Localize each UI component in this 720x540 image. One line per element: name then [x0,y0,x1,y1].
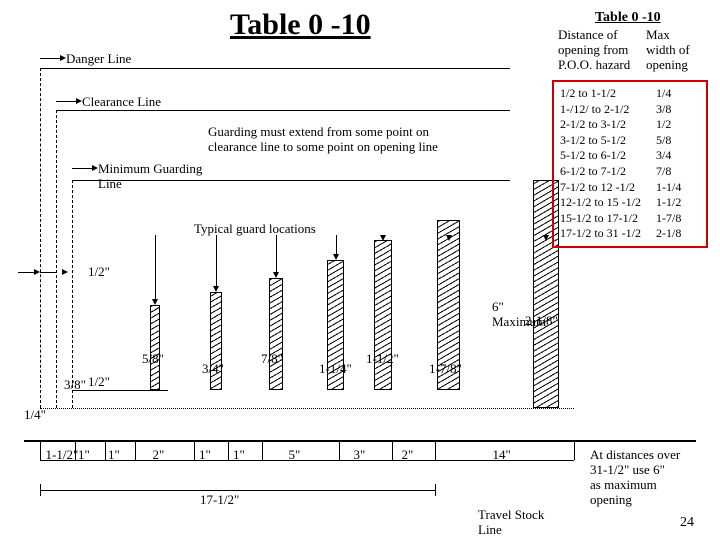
bottom-dim-label: 1" [233,448,245,463]
bottom-dim-label: 2" [402,448,414,463]
bar-size-label: 1-7/8" [429,362,462,377]
side-header-left: Distance of opening from P.O.O. hazard [558,28,630,73]
table-cell: 1/2 to 1-1/2 [560,86,656,102]
six-max: 6" Maximum [492,300,546,330]
bottom-dim-label: 2" [153,448,165,463]
dim-tick [339,440,340,460]
table-row: 7-1/2 to 12 -1/21-1/4 [560,180,700,196]
danger-line-label: Danger Line [66,52,131,67]
table-row: 5-1/2 to 6-1/23/4 [560,148,700,164]
span-line [40,490,435,491]
table-row: 1/2 to 1-1/21/4 [560,86,700,102]
dim-tick [435,440,436,460]
table-cell: 7-1/2 to 12 -1/2 [560,180,656,196]
table-row: 15-1/2 to 17-1/21-7/8 [560,211,700,227]
bottom-dim-label: 5" [289,448,301,463]
dashed-danger [40,68,41,408]
dim-1-4: 1/4" [24,408,46,423]
bar-size-label: 3/4" [202,362,224,377]
span-tick-r [435,484,436,496]
dim-tick [392,440,393,460]
table-row: 3-1/2 to 5-1/25/8 [560,133,700,149]
side-header-right: Max width of opening [646,28,690,73]
span-tick-l [40,484,41,496]
half-inch-opening-line [72,390,168,391]
bottom-dim-label: 3" [354,448,366,463]
dim-tick [135,440,136,460]
table-cell: 1-7/8 [656,211,698,227]
side-table-title: Table 0 -10 [595,10,661,26]
min-guard-arrow [72,168,92,169]
table-row: 2-1/2 to 3-1/21/2 [560,117,700,133]
dim-tick [105,440,106,460]
table-cell: 7/8 [656,164,698,180]
dim-tick [40,440,41,460]
span-label: 17-1/2" [200,493,239,508]
dim-tick [194,440,195,460]
table-cell: 15-1/2 to 17-1/2 [560,211,656,227]
table-cell: 17-1/2 to 31 -1/2 [560,226,656,242]
table-row: 1-/12/ to 2-1/23/8 [560,102,700,118]
half-inch-blank: 1/2" [88,375,110,390]
over-note: At distances over 31-1/2" use 6" as maxi… [590,448,680,508]
table-cell: 1-/12/ to 2-1/2 [560,102,656,118]
bar-size-label: 1-1/4" [319,362,352,377]
table-cell: 3/4 [656,148,698,164]
table-cell: 6-1/2 to 7-1/2 [560,164,656,180]
typical-guard-label: Typical guard locations [194,222,316,237]
dim-tick [262,440,263,460]
bottom-dim-label: 14" [493,448,511,463]
guard-bar [374,240,392,390]
half-arrow-1 [18,272,34,273]
guarding-note: Guarding must extend from some point on … [208,125,438,155]
table-cell: 2-1/2 to 3-1/2 [560,117,656,133]
clearance-line-label: Clearance Line [82,95,161,110]
half-spacer [40,272,56,273]
table-row: 6-1/2 to 7-1/27/8 [560,164,700,180]
table-cell: 2-1/8 [656,226,698,242]
page-number: 24 [680,515,694,531]
dashed-clearance [56,110,57,408]
clearance-line [56,110,510,111]
clearance-arrow [56,101,76,102]
guard-arrow-down [336,235,337,254]
table-cell: 1/4 [656,86,698,102]
table-cell: 3/8 [656,102,698,118]
guard-arrow-down [216,235,217,286]
table-row: 12-1/2 to 15 -1/21-1/2 [560,195,700,211]
bottom-dim-label: 1" [108,448,120,463]
table-cell: 1/2 [656,117,698,133]
guard-arrow-down [155,235,156,299]
guard-bar [269,278,283,390]
table-cell: 1-1/4 [656,180,698,196]
table-cell: 5-1/2 to 6-1/2 [560,148,656,164]
bar-size-label: 7/8" [261,352,283,367]
danger-arrow [40,58,60,59]
ground-line [24,440,696,442]
bottom-dim-label: 1" [78,448,90,463]
dim-tick [228,440,229,460]
dotted-base [40,408,574,409]
min-guarding-label: Minimum Guarding Line [98,162,202,192]
bar-size-label: 5/8" [142,352,164,367]
table-row: 17-1/2 to 31 -1/22-1/8 [560,226,700,242]
bottom-dim-label: 1" [199,448,211,463]
guard-bar [150,305,160,390]
dashed-minguard [72,180,73,408]
bottom-dim-label: 1-1/2" [46,448,79,463]
dim-tick [574,440,575,460]
travel-stock: Travel Stock Line [478,508,544,538]
table-cell: 12-1/2 to 15 -1/2 [560,195,656,211]
main-title: Table 0 -10 [230,8,371,42]
table-cell: 5/8 [656,133,698,149]
dim-half: 1/2" [88,265,110,280]
table-cell: 1-1/2 [656,195,698,211]
diagram-stage: Table 0 -10 Danger Line Clearance Line G… [0,0,720,540]
guard-arrow-down [276,235,277,272]
danger-line [40,68,510,69]
bar-size-label: 1-1/2" [366,352,399,367]
table-cell: 3-1/2 to 5-1/2 [560,133,656,149]
side-table: 1/2 to 1-1/21/41-/12/ to 2-1/23/82-1/2 t… [552,80,708,248]
